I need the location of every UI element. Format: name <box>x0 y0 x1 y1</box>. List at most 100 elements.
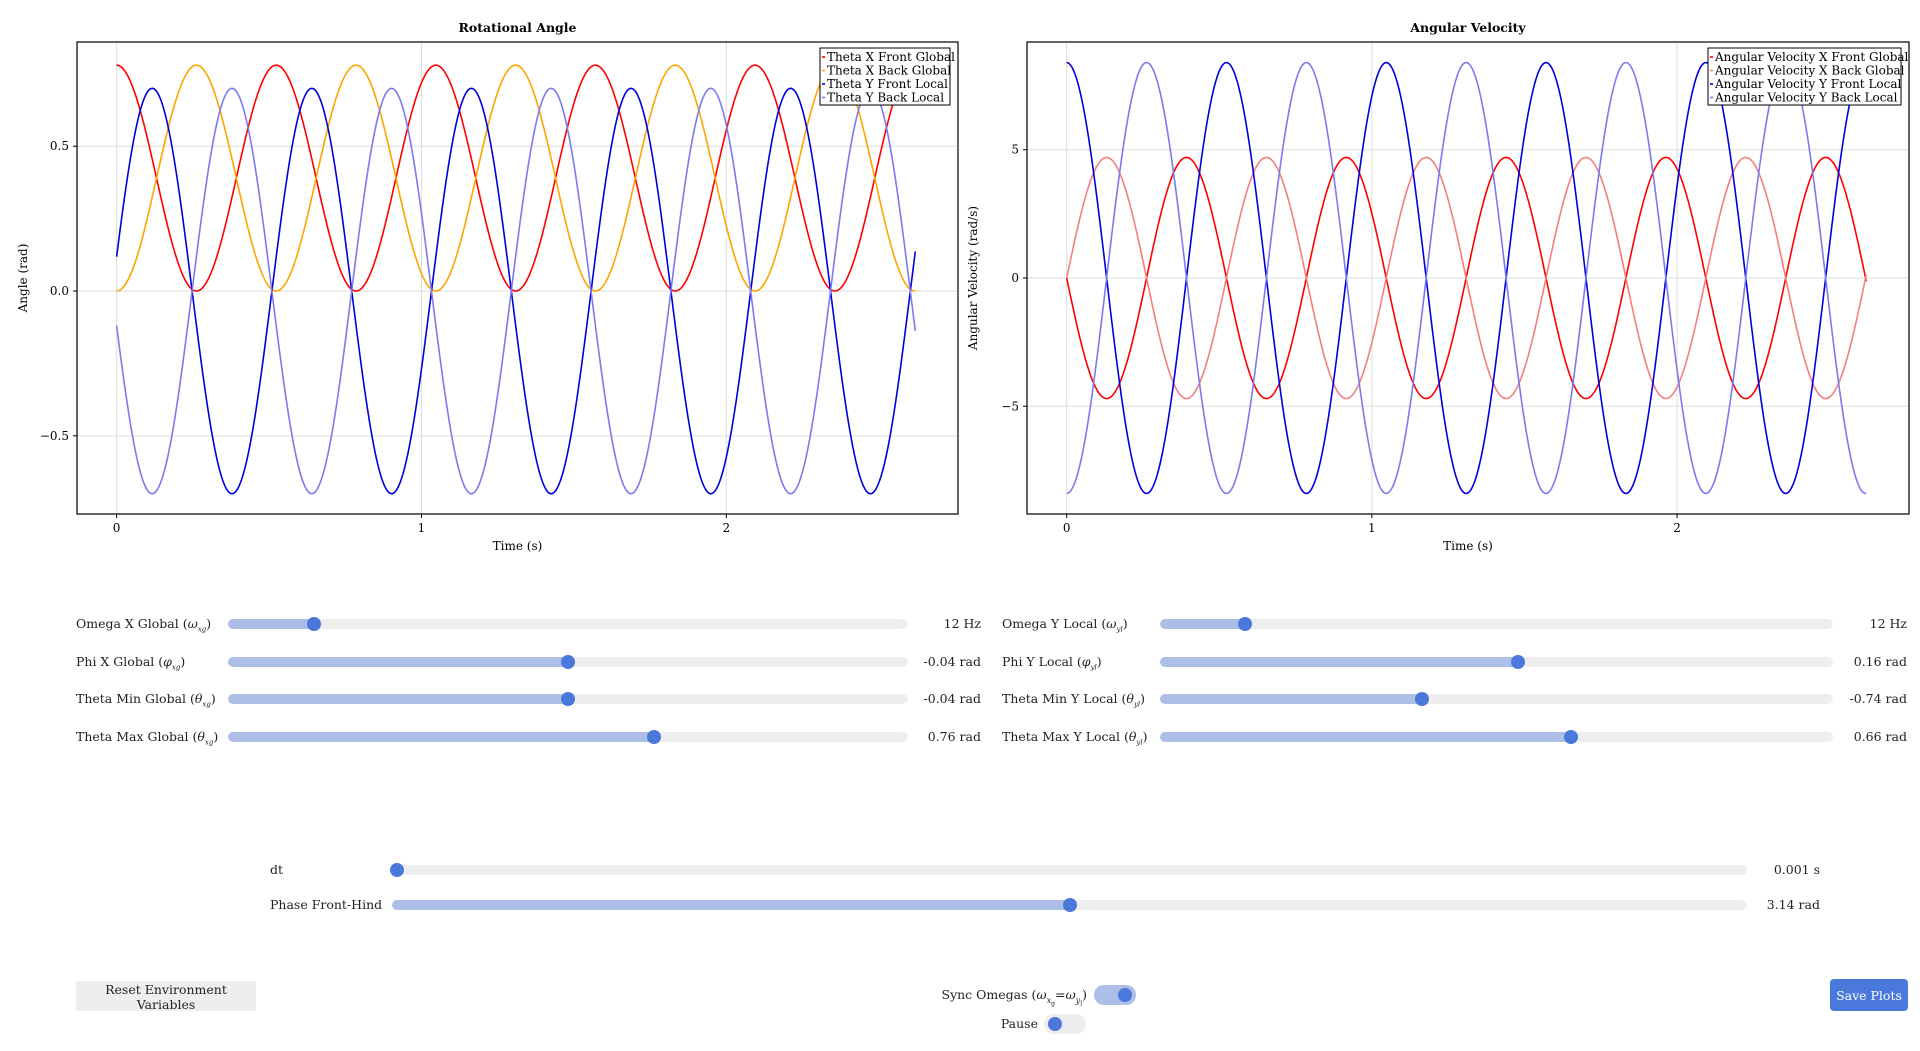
slider-fill <box>392 900 1070 910</box>
slider-row: Theta Min Y Local (θyl) -0.74 rad <box>1002 688 1907 710</box>
slider-fill <box>228 732 655 743</box>
y-tick-label: 0.5 <box>50 139 69 153</box>
angular-velocity-plot: 0 1 2 −5 0 5 Angular Velocity Time (s) Angular V… <box>960 0 1920 560</box>
slider-fill <box>1160 619 1245 629</box>
rotational-angle-svg: 0 1 2 −0.5 0.0 0.5 Rotational Angle Time (s) Ang… <box>16 20 959 553</box>
slider-row: Theta Max Y Local (θyl) 0.66 rad <box>1002 726 1907 748</box>
slider-label-text: dt <box>270 862 284 877</box>
slider-label: Theta Min Y Local (θyl) <box>1002 688 1145 716</box>
slider-knob[interactable] <box>561 692 575 707</box>
slider-fill <box>228 694 568 705</box>
save-plots-button[interactable]: Save Plots <box>1830 979 1908 1011</box>
legend-label-2: Theta Y Front Local <box>827 77 948 91</box>
slider-value: -0.74 rad <box>1849 691 1907 707</box>
plot-frame <box>76 41 959 515</box>
slider-track[interactable] <box>228 617 908 631</box>
slider-label: Phi X Global (φxg) <box>76 651 185 679</box>
slider-label: Theta Max Global (θxg) <box>76 726 218 754</box>
slider-label-symbol: (φyl) <box>1072 653 1102 672</box>
slider-track[interactable] <box>1160 617 1833 631</box>
slider-knob[interactable] <box>390 863 405 877</box>
slider-label: Omega X Global (ωxg) <box>76 613 211 641</box>
sync-toggle-knob <box>1118 988 1132 1002</box>
slider-knob[interactable] <box>1237 617 1252 631</box>
slider-track[interactable] <box>1160 692 1833 707</box>
y-tick-label: −5 <box>1001 399 1019 413</box>
slider-label: Theta Max Y Local (θyl) <box>1002 726 1148 754</box>
y-tick-label: 0.0 <box>50 284 69 298</box>
slider-label-text: Theta Min Global <box>76 691 187 707</box>
slider-track[interactable] <box>228 692 908 707</box>
slider-track[interactable] <box>392 898 1747 912</box>
slider-label-text: Phi X Global <box>76 653 155 669</box>
slider-track[interactable] <box>228 654 908 669</box>
slider-label-text: Omega Y Local <box>1002 616 1098 631</box>
rotational-angle-plot: 0 1 2 −0.5 0.0 0.5 Rotational Angle Time (s) Ang… <box>0 0 960 560</box>
x-axis-label: Time (s) <box>493 539 543 553</box>
slider-knob[interactable] <box>1511 654 1526 669</box>
slider-knob[interactable] <box>306 617 321 631</box>
slider-row: Phase Front-Hind 3.14 rad <box>270 894 1820 916</box>
slider-label-text: Theta Min Y Local <box>1002 691 1118 707</box>
y-tick-label: −0.5 <box>40 429 69 443</box>
x-tick-label: 2 <box>1673 521 1681 535</box>
slider-label: dt <box>270 859 283 881</box>
series-line-2 <box>1066 61 1867 495</box>
slider-label-text: Theta Max Y Local <box>1002 729 1121 745</box>
slider-knob[interactable] <box>561 654 575 669</box>
x-axis-label: Time (s) <box>1443 539 1493 553</box>
slider-label-symbol: (ωyl) <box>1097 616 1128 634</box>
slider-track[interactable] <box>1160 654 1833 669</box>
sync-omegas-toggle[interactable] <box>1094 985 1136 1005</box>
slider-fill <box>228 656 568 667</box>
slider-label-symbol: (φxg) <box>154 653 186 672</box>
legend-label-3: Theta Y Back Local <box>827 91 944 105</box>
slider-row: Phi Y Local (φyl) 0.16 rad <box>1002 651 1907 673</box>
legend-label-2: Angular Velocity Y Front Local <box>1714 77 1902 91</box>
sync-omegas-label: Sync Omegas (ωxg=ωyl) <box>930 985 1088 1014</box>
y-axis-label: Angle (rad) <box>16 244 30 314</box>
legend-label-1: Angular Velocity X Back Global <box>1714 64 1905 78</box>
reset-environment-button[interactable]: Reset Environment Variables <box>76 981 256 1012</box>
slider-track[interactable] <box>390 863 1747 877</box>
slider-label: Phase Front-Hind <box>270 894 382 916</box>
slider-value: 0.76 rad <box>927 729 981 745</box>
slider-label-symbol: (θyl) <box>1117 691 1146 709</box>
slider-label: Omega Y Local (ωyl) <box>1002 613 1128 641</box>
slider-value: -0.04 rad <box>923 691 981 707</box>
slider-row: dt 0.001 s <box>270 859 1820 881</box>
slider-row: Theta Max Global (θxg) 0.76 rad <box>76 726 981 748</box>
slider-label-symbol: (θxg) <box>188 729 219 747</box>
pause-toggle-knob <box>1048 1017 1062 1031</box>
legend-label-3: Angular Velocity Y Back Local <box>1714 91 1898 105</box>
x-tick-label: 1 <box>1368 521 1376 535</box>
slider-track[interactable] <box>228 730 908 745</box>
legend-box <box>1707 47 1902 106</box>
chart-title: Rotational Angle <box>459 20 577 35</box>
slider-track[interactable] <box>1160 730 1833 745</box>
slider-knob[interactable] <box>1414 692 1429 707</box>
legend-label-1: Theta X Back Global <box>827 64 951 78</box>
x-tick-label: 0 <box>113 521 121 535</box>
slider-label: Theta Min Global (θxg) <box>76 688 216 716</box>
slider-fill <box>1160 732 1572 743</box>
y-axis-label: Angular Velocity (rad/s) <box>966 206 980 351</box>
y-tick-label: 0 <box>1011 271 1019 285</box>
x-tick-label: 2 <box>722 521 730 535</box>
slider-row: Theta Min Global (θxg) -0.04 rad <box>76 688 981 710</box>
chart-title: Angular Velocity <box>1409 20 1526 35</box>
slider-label: Phi Y Local (φyl) <box>1002 651 1102 679</box>
slider-knob[interactable] <box>647 730 662 745</box>
slider-value: 12 Hz <box>943 616 981 631</box>
series-line-0 <box>116 64 916 292</box>
pause-toggle[interactable] <box>1044 1014 1086 1034</box>
slider-row: Omega Y Local (ωyl) 12 Hz <box>1002 613 1907 635</box>
slider-row: Omega X Global (ωxg) 12 Hz <box>76 613 981 635</box>
slider-row: Phi X Global (φxg) -0.04 rad <box>76 651 981 673</box>
slider-value: 0.001 s <box>1773 862 1820 877</box>
slider-fill <box>1160 656 1519 667</box>
slider-knob[interactable] <box>1062 898 1077 912</box>
slider-knob[interactable] <box>1564 730 1579 745</box>
slider-label-text: Phi Y Local <box>1002 653 1073 669</box>
slider-value: 3.14 rad <box>1766 897 1820 912</box>
